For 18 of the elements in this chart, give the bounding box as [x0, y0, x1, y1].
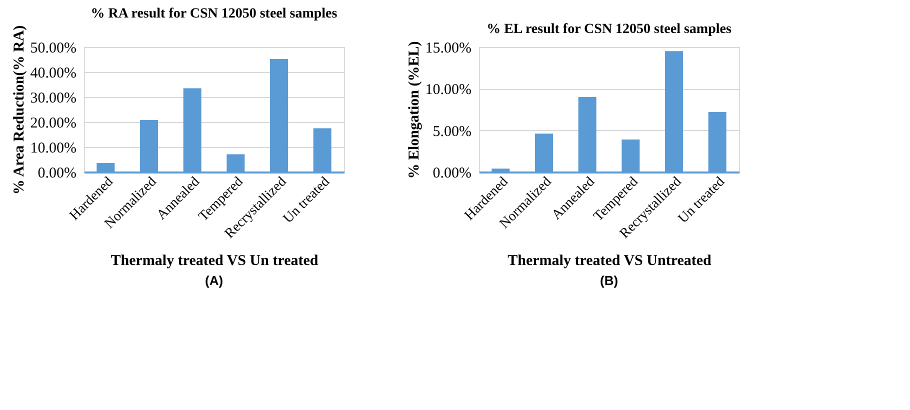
- chart-title: % EL result for CSN 12050 steel samples: [486, 22, 732, 37]
- x-axis-title: Thermaly treated VS Un treated: [110, 253, 319, 270]
- y-tick-label: 10.00%: [30, 140, 76, 156]
- y-tick-label: 20.00%: [30, 116, 76, 132]
- text: (B): [600, 273, 618, 288]
- y-tick-label: 5.00%: [432, 124, 472, 140]
- chart-title: % RA result for CSN 12050 steel samples: [90, 6, 338, 22]
- y-tick-label: 40.00%: [30, 66, 76, 82]
- y-tick-label: 10.00%: [425, 82, 472, 98]
- y-axis-title: % Area Reduction(% RA): [11, 25, 28, 195]
- y-tick-label: 0.00%: [38, 166, 76, 182]
- x-axis-title: Thermaly treated VS Untreated: [508, 253, 712, 270]
- y-tick-label: 30.00%: [30, 90, 76, 106]
- y-tick-label: 50.00%: [30, 40, 76, 56]
- text: (A): [204, 273, 224, 288]
- y-tick-label: 15.00%: [425, 40, 472, 56]
- y-tick-label: 0.00%: [432, 166, 472, 182]
- y-axis-title: % Elongation (%EL): [406, 41, 422, 179]
